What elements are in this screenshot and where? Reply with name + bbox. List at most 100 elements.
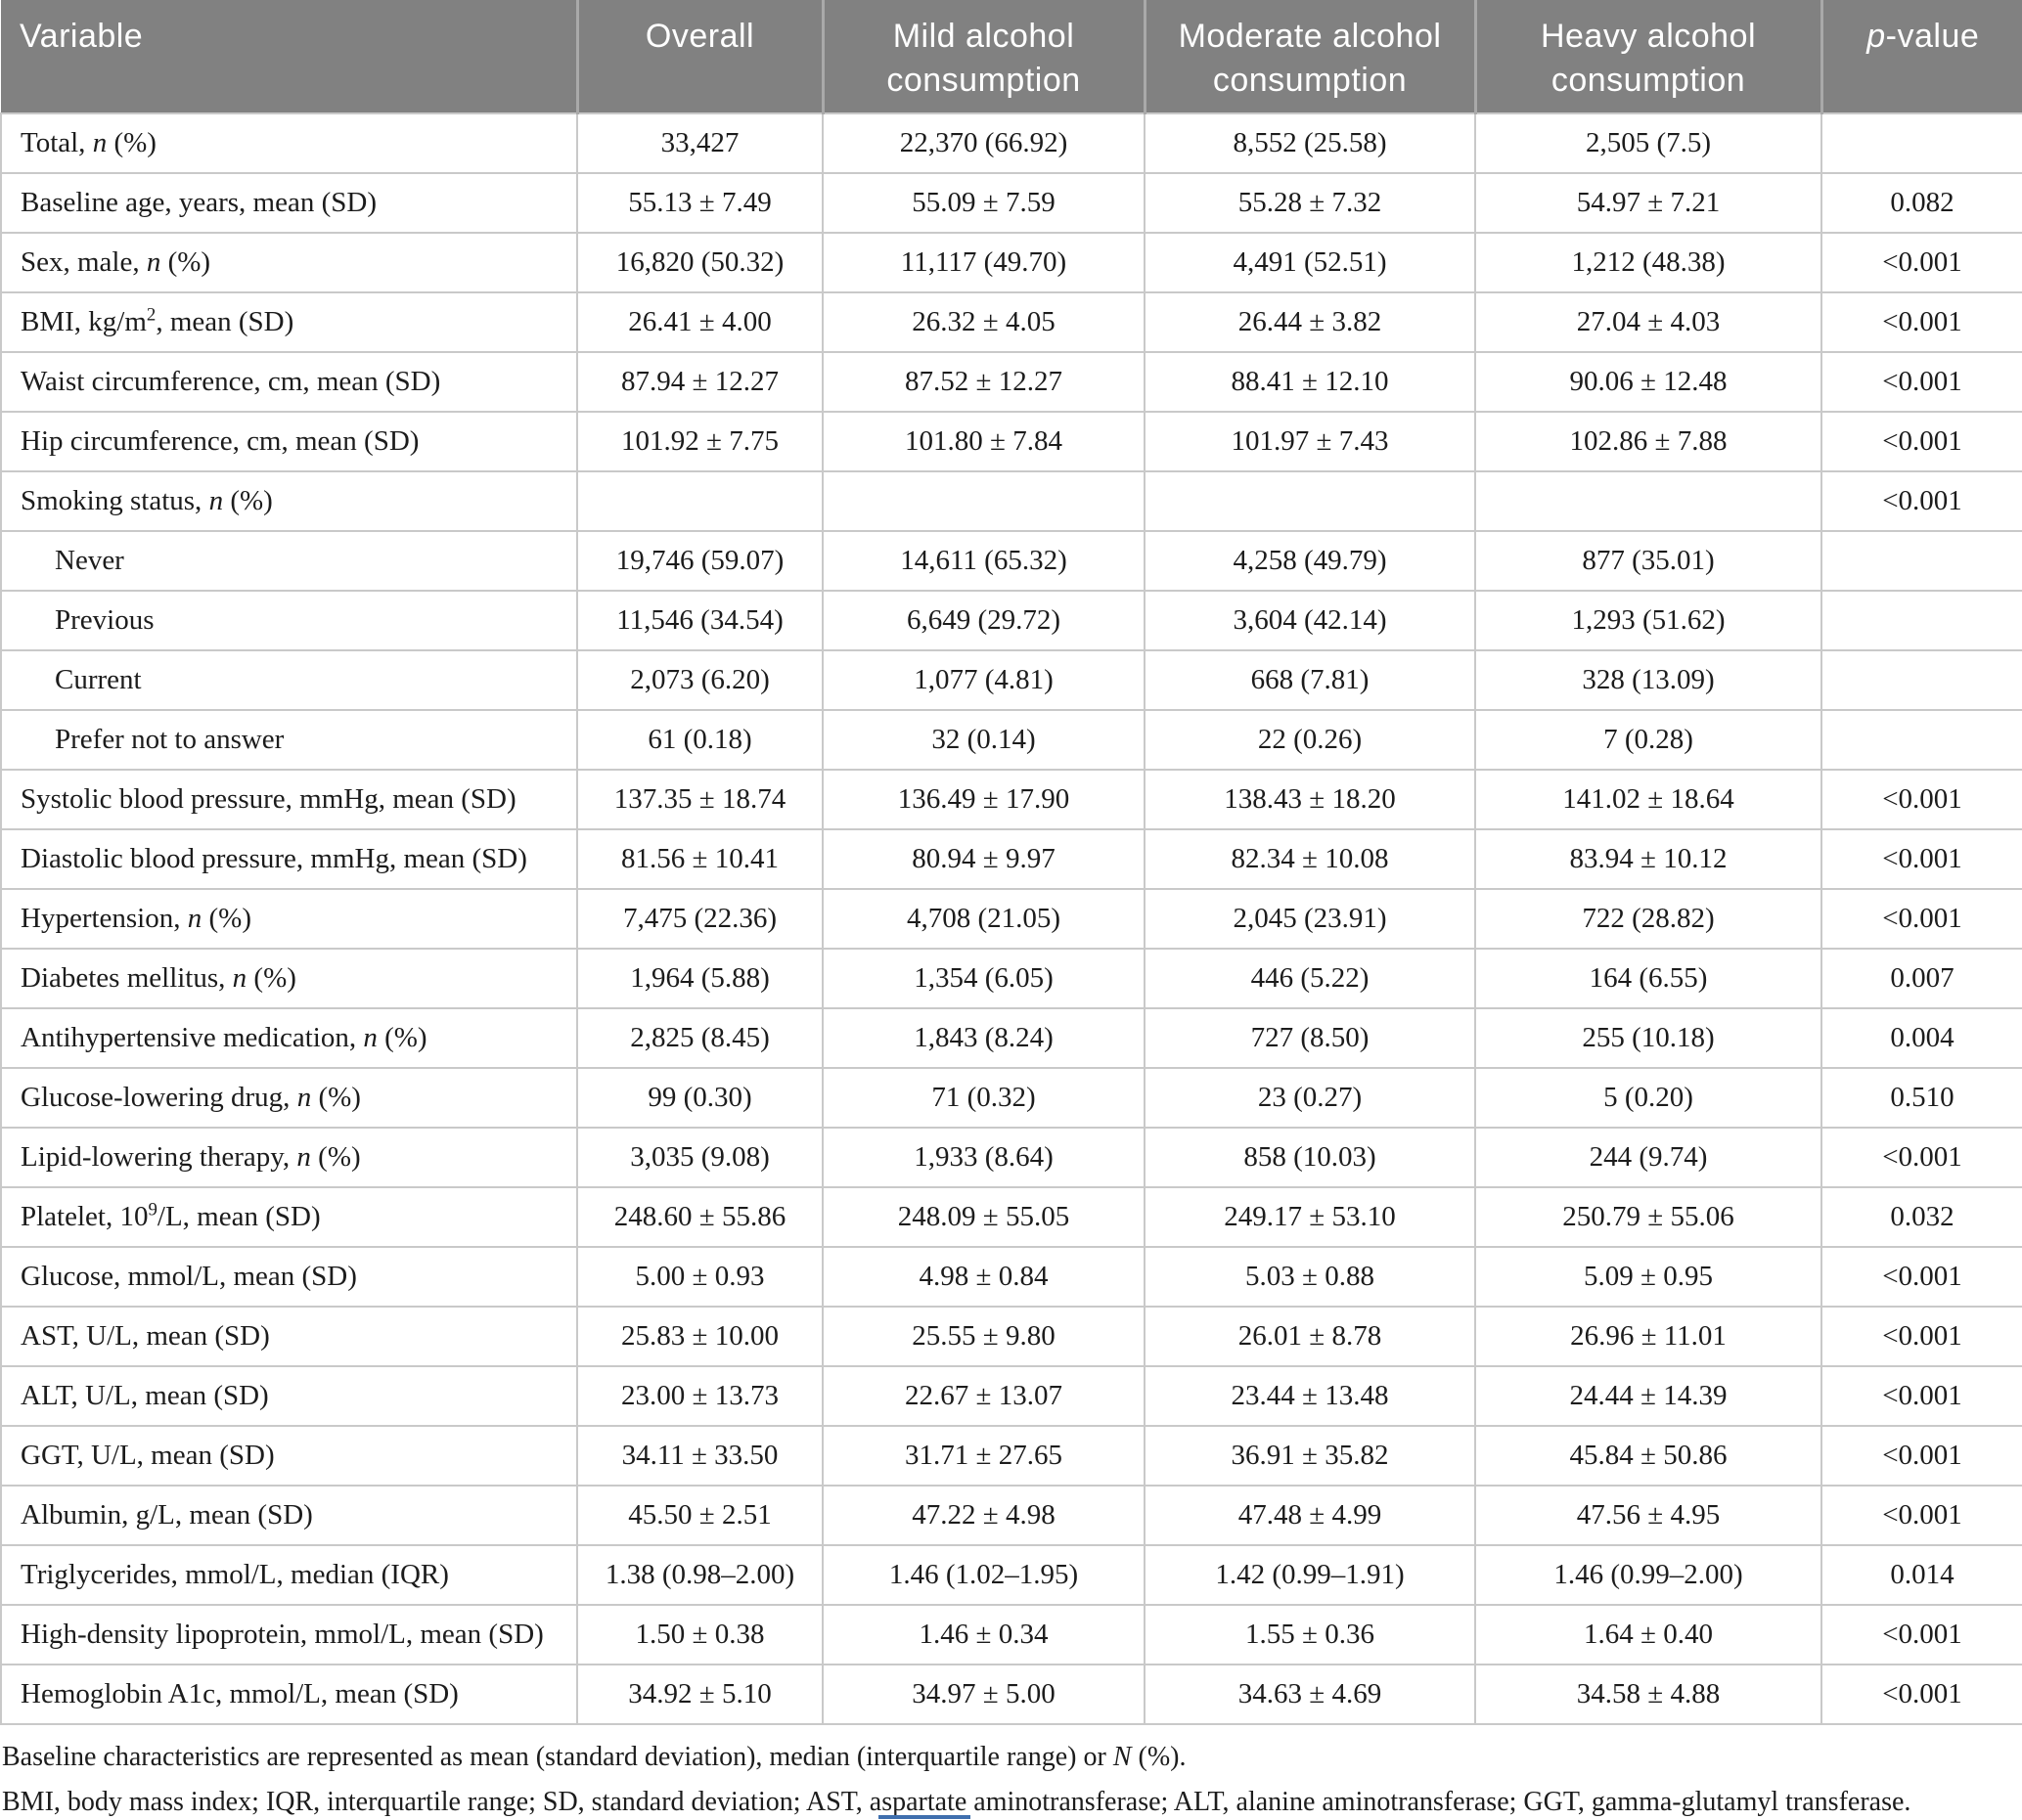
value-cell: 54.97 ± 7.21 (1474, 173, 1821, 234)
table-row: Total, n (%) 33,427 22,370 (66.92) 8,552 (2… (0, 112, 2022, 174)
value-cell: 55.09 ± 7.59 (822, 173, 1145, 234)
value-cell: 3,035 (9.08) (576, 1128, 823, 1188)
p-value-cell: 0.007 (1820, 949, 2022, 1009)
table-row: Waist circumference, cm, mean (SD) 87.94 … (0, 352, 2022, 413)
variable-label-cell: ALT, U/L, mean (SD) (0, 1366, 577, 1427)
table-row: Hemoglobin A1c, mmol/L, mean (SD) 34.92 ±… (0, 1665, 2022, 1725)
value-cell: 1.50 ± 0.38 (576, 1605, 823, 1665)
value-cell: 2,073 (6.20) (576, 650, 823, 711)
value-cell: 55.13 ± 7.49 (576, 173, 823, 234)
p-value-cell: 0.082 (1820, 173, 2022, 234)
value-cell: 27.04 ± 4.03 (1474, 292, 1821, 353)
value-cell: 87.52 ± 12.27 (822, 352, 1145, 413)
variable-label-cell: Albumin, g/L, mean (SD) (0, 1486, 577, 1546)
value-cell: 45.84 ± 50.86 (1474, 1426, 1821, 1487)
table-row: Glucose, mmol/L, mean (SD) 5.00 ± 0.93 4.9… (0, 1247, 2022, 1308)
value-cell: 1,354 (6.05) (822, 949, 1145, 1009)
variable-label-cell: Antihypertensive medication, n (%) (0, 1008, 577, 1069)
value-cell: 26.01 ± 8.78 (1144, 1307, 1475, 1367)
variable-label-cell: High-density lipoprotein, mmol/L, mean (… (0, 1605, 577, 1665)
variable-label-cell: Current (0, 650, 577, 711)
value-cell: 858 (10.03) (1144, 1128, 1475, 1188)
value-cell: 33,427 (576, 112, 823, 174)
value-cell: 23 (0.27) (1144, 1068, 1475, 1129)
value-cell: 722 (28.82) (1474, 889, 1821, 950)
variable-label-cell: Platelet, 109/L, mean (SD) (0, 1187, 577, 1248)
value-cell: 248.09 ± 55.05 (822, 1187, 1145, 1248)
column-header-p-value: p-value (1820, 0, 2022, 113)
p-value-cell: <0.001 (1820, 1605, 2022, 1665)
column-header-mild-alcohol: Mild alcohol consumption (821, 0, 1145, 113)
table-row: Lipid-lowering therapy, n (%) 3,035 (9.08… (0, 1128, 2022, 1188)
value-cell: 22.67 ± 13.07 (822, 1366, 1145, 1427)
p-value-cell: <0.001 (1820, 1665, 2022, 1725)
p-value-cell: <0.001 (1820, 292, 2022, 353)
variable-label-cell: Previous (0, 591, 577, 651)
p-value-cell: <0.001 (1820, 829, 2022, 890)
value-cell: 47.22 ± 4.98 (822, 1486, 1145, 1546)
table-row: Prefer not to answer 61 (0.18) 32 (0.14) 22… (0, 710, 2022, 771)
table-row: ALT, U/L, mean (SD) 23.00 ± 13.73 22.67 ± … (0, 1366, 2022, 1427)
value-cell: 1.42 (0.99–1.91) (1144, 1545, 1475, 1606)
table-row: GGT, U/L, mean (SD) 34.11 ± 33.50 31.71 ± … (0, 1426, 2022, 1487)
p-value-cell: <0.001 (1820, 889, 2022, 950)
value-cell: 668 (7.81) (1144, 650, 1475, 711)
value-cell: 26.44 ± 3.82 (1144, 292, 1475, 353)
value-cell: 2,505 (7.5) (1474, 112, 1821, 174)
value-cell: 4,491 (52.51) (1144, 233, 1475, 293)
value-cell (576, 471, 823, 532)
p-value-cell: 0.510 (1820, 1068, 2022, 1129)
value-cell: 446 (5.22) (1144, 949, 1475, 1009)
value-cell: 138.43 ± 18.20 (1144, 770, 1475, 830)
value-cell: 4,258 (49.79) (1144, 531, 1475, 592)
value-cell: 26.96 ± 11.01 (1474, 1307, 1821, 1367)
value-cell: 5 (0.20) (1474, 1068, 1821, 1129)
variable-label-cell: Waist circumference, cm, mean (SD) (0, 352, 577, 413)
column-header-overall: Overall (575, 0, 823, 113)
value-cell: 23.44 ± 13.48 (1144, 1366, 1475, 1427)
value-cell: 877 (35.01) (1474, 531, 1821, 592)
p-value-cell: <0.001 (1820, 412, 2022, 472)
value-cell: 32 (0.14) (822, 710, 1145, 771)
value-cell: 34.58 ± 4.88 (1474, 1665, 1821, 1725)
bottom-blue-line (878, 1815, 970, 1819)
variable-label-cell: Diastolic blood pressure, mmHg, mean (SD… (0, 829, 577, 890)
value-cell: 34.92 ± 5.10 (576, 1665, 823, 1725)
variable-label-cell: Systolic blood pressure, mmHg, mean (SD) (0, 770, 577, 830)
value-cell: 102.86 ± 7.88 (1474, 412, 1821, 472)
value-cell: 22 (0.26) (1144, 710, 1475, 771)
p-value-cell: <0.001 (1820, 1366, 2022, 1427)
table-row: Systolic blood pressure, mmHg, mean (SD)… (0, 770, 2022, 830)
variable-label-cell: Hypertension, n (%) (0, 889, 577, 950)
table-row: Albumin, g/L, mean (SD) 45.50 ± 2.51 47.22… (0, 1486, 2022, 1546)
p-value-cell: <0.001 (1820, 352, 2022, 413)
value-cell: 3,604 (42.14) (1144, 591, 1475, 651)
value-cell: 5.03 ± 0.88 (1144, 1247, 1475, 1308)
variable-label-cell: Never (0, 531, 577, 592)
value-cell: 7 (0.28) (1474, 710, 1821, 771)
table-row: Current 2,073 (6.20) 1,077 (4.81) 668 (7.81… (0, 650, 2022, 711)
value-cell: 26.32 ± 4.05 (822, 292, 1145, 353)
p-value-cell: 0.014 (1820, 1545, 2022, 1606)
value-cell: 11,546 (34.54) (576, 591, 823, 651)
variable-label-cell: GGT, U/L, mean (SD) (0, 1426, 577, 1487)
value-cell: 82.34 ± 10.08 (1144, 829, 1475, 890)
value-cell: 83.94 ± 10.12 (1474, 829, 1821, 890)
column-header-variable: Variable (1, 0, 577, 113)
value-cell: 136.49 ± 17.90 (822, 770, 1145, 830)
variable-label-cell: Glucose, mmol/L, mean (SD) (0, 1247, 577, 1308)
variable-label-cell: Triglycerides, mmol/L, median (IQR) (0, 1545, 577, 1606)
value-cell: 47.56 ± 4.95 (1474, 1486, 1821, 1546)
value-cell: 8,552 (25.58) (1144, 112, 1475, 174)
value-cell: 250.79 ± 55.06 (1474, 1187, 1821, 1248)
baseline-characteristics-table: Variable Overall Mild alcohol consumptio… (0, 0, 2022, 1725)
p-value-cell: <0.001 (1820, 471, 2022, 532)
table-row: Hypertension, n (%) 7,475 (22.36) 4,708 (2… (0, 889, 2022, 950)
p-value-cell (1820, 112, 2022, 174)
variable-label-cell: Sex, male, n (%) (0, 233, 577, 293)
p-value-cell: <0.001 (1820, 1426, 2022, 1487)
variable-label-cell: Prefer not to answer (0, 710, 577, 771)
value-cell: 31.71 ± 27.65 (822, 1426, 1145, 1487)
value-cell: 16,820 (50.32) (576, 233, 823, 293)
